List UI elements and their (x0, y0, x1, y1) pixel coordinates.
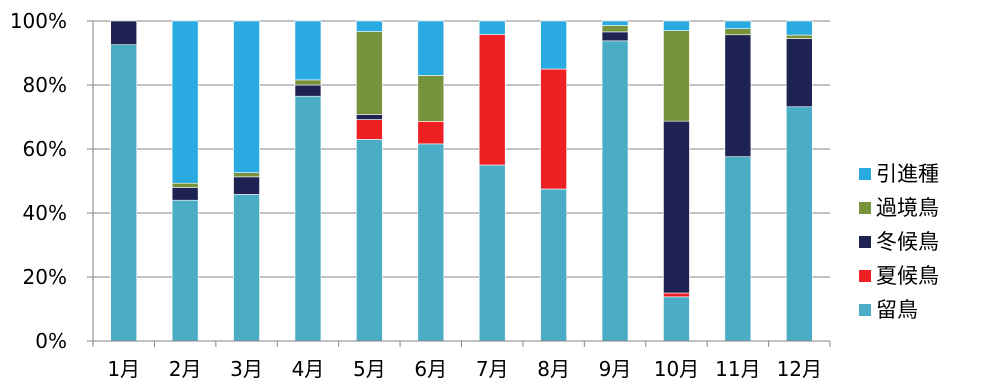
legend-item: 引進種 (858, 157, 939, 191)
bar-segment-過境鳥-4月 (294, 79, 322, 86)
bar-segment-過境鳥-12月 (785, 34, 813, 39)
legend-item: 夏候鳥 (858, 259, 939, 293)
bar-segment-引進種-12月 (785, 20, 813, 36)
bar-segment-留鳥-9月 (601, 40, 629, 342)
bar-segment-冬候鳥-10月 (663, 120, 690, 294)
bar-segment-冬候鳥-12月 (785, 38, 813, 108)
legend: 引進種過境鳥冬候鳥夏候鳥留鳥 (858, 157, 939, 327)
legend-label: 夏候鳥 (876, 263, 939, 288)
legend-swatch (858, 167, 872, 181)
bar-segment-留鳥-6月 (417, 143, 445, 342)
bar-segment-留鳥-3月 (233, 194, 260, 342)
bar-segment-留鳥-11月 (724, 156, 752, 342)
bar-segment-引進種-6月 (417, 20, 445, 76)
bar-segment-冬候鳥-3月 (233, 176, 260, 195)
bar-segment-引進種-3月 (233, 20, 260, 173)
bar-segment-引進種-5月 (356, 20, 383, 32)
x-tick-label: 3月 (230, 357, 263, 381)
bar-segment-夏候鳥-6月 (417, 121, 445, 145)
bar-segment-引進種-9月 (601, 20, 629, 26)
bar-segment-過境鳥-3月 (233, 172, 260, 178)
bar-segment-引進種-2月 (171, 20, 199, 184)
legend-item: 冬候鳥 (858, 225, 939, 259)
bar-segment-夏候鳥-5月 (356, 119, 383, 140)
x-tick-label: 8月 (537, 357, 570, 381)
x-tick-label: 2月 (169, 357, 202, 381)
bars (110, 20, 813, 342)
bar-segment-過境鳥-9月 (601, 25, 629, 33)
bar-segment-冬候鳥-11月 (724, 34, 752, 157)
bar-segment-引進種-7月 (478, 20, 506, 35)
x-tick-label: 4月 (292, 357, 325, 381)
bar-segment-冬候鳥-2月 (171, 187, 199, 201)
legend-label: 留鳥 (876, 297, 918, 322)
bar-segment-留鳥-5月 (356, 139, 383, 342)
x-tick-label: 12月 (777, 357, 822, 381)
bar-segment-夏候鳥-8月 (540, 68, 567, 190)
gridlines (87, 20, 830, 342)
x-tick-label: 1月 (107, 357, 140, 381)
axes (92, 21, 831, 347)
legend-label: 冬候鳥 (876, 229, 939, 254)
bar-segment-過境鳥-5月 (356, 31, 383, 115)
bar-segment-冬候鳥-1月 (110, 20, 138, 45)
legend-label: 引進種 (876, 161, 939, 186)
bar-segment-留鳥-12月 (785, 106, 813, 342)
bar-segment-引進種-10月 (663, 20, 690, 31)
legend-item: 留鳥 (858, 293, 939, 327)
bar-segment-夏候鳥-10月 (663, 292, 690, 298)
legend-swatch (858, 201, 872, 215)
x-tick-label: 10月 (654, 357, 699, 381)
y-tick-label: 20% (23, 265, 67, 289)
legend-swatch (858, 235, 872, 249)
y-tick-label: 40% (23, 201, 67, 225)
bar-segment-留鳥-10月 (663, 296, 690, 342)
bar-segment-留鳥-2月 (171, 199, 199, 342)
y-tick-label: 80% (23, 73, 67, 97)
bar-segment-過境鳥-2月 (171, 182, 199, 188)
bar-segment-引進種-11月 (724, 20, 752, 29)
bar-segment-引進種-8月 (540, 20, 567, 70)
bar-segment-過境鳥-6月 (417, 75, 445, 122)
x-tick-label: 5月 (353, 357, 386, 381)
legend-item: 過境鳥 (858, 191, 939, 225)
bar-segment-冬候鳥-5月 (356, 114, 383, 120)
bar-segment-過境鳥-10月 (663, 30, 690, 122)
x-tick-labels: 1月 2月 3月 4月 5月 6月 7月 8月 9月 10月 11月 12月 (107, 357, 822, 381)
bar-segment-留鳥-4月 (294, 95, 322, 342)
bar-segment-夏候鳥-7月 (478, 34, 506, 166)
bar-segment-冬候鳥-9月 (601, 31, 629, 42)
y-tick-label: 60% (23, 137, 67, 161)
x-tick-label: 7月 (476, 357, 509, 381)
bar-segment-留鳥-7月 (478, 164, 506, 342)
x-tick-label: 9月 (599, 357, 632, 381)
y-tick-labels: 0% 20% 40% 60% 80% 100% (10, 9, 67, 353)
legend-swatch (858, 269, 872, 283)
bar-segment-留鳥-1月 (110, 44, 138, 342)
y-tick-label: 100% (10, 9, 67, 33)
legend-swatch (858, 303, 872, 317)
bar-segment-引進種-4月 (294, 20, 322, 81)
x-tick-label: 11月 (715, 357, 760, 381)
bar-segment-留鳥-8月 (540, 188, 567, 342)
bar-segment-過境鳥-11月 (724, 28, 752, 36)
legend-label: 過境鳥 (876, 195, 939, 220)
x-tick-label: 6月 (414, 357, 447, 381)
bar-segment-冬候鳥-4月 (294, 84, 322, 97)
y-tick-label: 0% (35, 329, 67, 353)
